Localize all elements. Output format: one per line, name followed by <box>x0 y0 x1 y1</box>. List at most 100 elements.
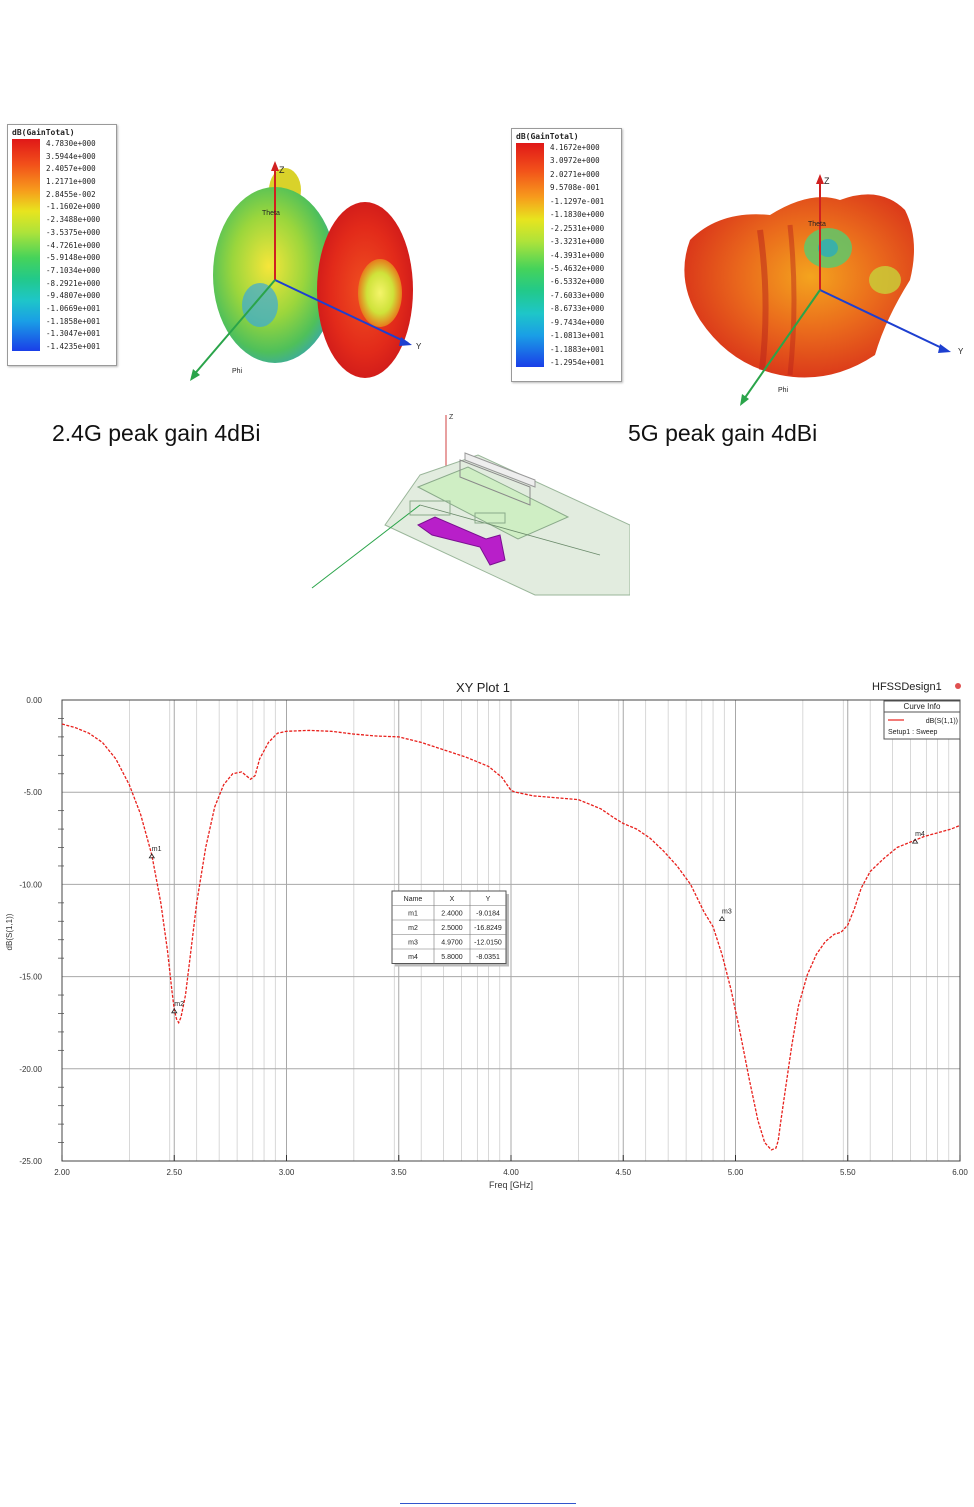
y-axis-label: dB(S(1,1)) <box>5 913 14 950</box>
chart-legend: Curve Info dB(S(1,1)) Setup1 : Sweep <box>883 700 961 740</box>
pattern-5g-legend-value: -6.5332e+000 <box>550 277 605 287</box>
legend-5g-colorbar <box>516 143 544 367</box>
y-tick-label: 0.00 <box>26 696 42 705</box>
pattern-5g-legend-value: 3.0972e+000 <box>550 156 600 166</box>
marker-table-cell: 5.8000 <box>441 954 463 961</box>
pattern-2g4-legend-value: -3.5375e+000 <box>46 227 101 237</box>
pattern-5g-legend-value: -1.1830e+000 <box>550 210 605 220</box>
marker-table-cell: m1 <box>408 911 418 918</box>
pattern-5g-legend-value: -5.4632e+000 <box>550 263 605 273</box>
legend-5g: dB(GainTotal) 4.1672e+000 3.0972e+000 2.02… <box>511 128 622 382</box>
legend-5g-values: 4.1672e+000 3.0972e+000 2.0271e+000 9.5708e… <box>550 143 604 367</box>
marker-table-cell: m2 <box>408 925 418 932</box>
y-tick-label: -20.00 <box>19 1065 42 1074</box>
legend-2g4: dB(GainTotal) 4.7830e+000 3.5944e+000 2.40… <box>7 124 117 366</box>
curve-marker-label: m3 <box>722 909 732 916</box>
radiation-pattern-5g: Z Theta Y Phi <box>684 174 964 406</box>
curve-marker-m1 <box>148 853 156 859</box>
y-tick-label: -10.00 <box>19 880 42 889</box>
marker-table-cell: 4.9700 <box>441 940 463 947</box>
trace-s11 <box>61 723 961 1151</box>
footer-underline <box>400 1503 576 1504</box>
pattern-2g4-legend-value: -7.1034e+000 <box>46 265 101 275</box>
marker-table-cell: -16.8249 <box>474 925 502 932</box>
pattern-2g4-legend-value: -5.9148e+000 <box>46 253 101 263</box>
curve-marker-m2 <box>171 1008 178 1014</box>
pattern-2g4-legend-value: -1.4235e+001 <box>46 342 101 351</box>
x-axis-label: Freq [GHz] <box>489 1180 533 1190</box>
pattern-5g-axis-y: Y <box>958 347 964 356</box>
design-name: HFSSDesign1 <box>872 681 942 693</box>
marker-table: Name X Ym1 2.4000 -9.0184 m2 2.5000 -16.8249 m3 4… <box>391 890 509 967</box>
marker-table-cell: m4 <box>408 954 418 961</box>
pattern-5g-legend-value: -2.2531e+000 <box>550 223 605 233</box>
xy-plot-s11: XY Plot 1 HFSSDesign1 2.00 2.50 3.00 3.50 4.… <box>5 680 968 1190</box>
legend-5g-title: dB(GainTotal) <box>516 132 579 141</box>
legend-entry-line1: dB(S(1,1)) <box>926 718 958 725</box>
marker-table-header: Y <box>486 896 491 903</box>
pattern-2g4-legend-value: 2.4057e+000 <box>46 164 96 174</box>
pattern-2g4-legend-value: 2.8455e-002 <box>46 189 96 199</box>
caption-2g4: 2.4G peak gain 4dBi <box>52 420 261 446</box>
pattern-5g-legend-value: 9.5708e-001 <box>550 183 600 193</box>
marker-table-cell: -9.0184 <box>476 911 500 918</box>
model-board <box>416 466 570 540</box>
y-tick-label: -5.00 <box>24 788 43 797</box>
pattern-2g4-legend-value: 1.2171e+000 <box>46 177 96 187</box>
curve-marker-m4 <box>911 838 919 844</box>
x-tick-label: 5.00 <box>728 1168 744 1177</box>
marker-table-frame <box>391 890 507 964</box>
pattern-2g4-legend-value: -4.7261e+000 <box>46 240 101 250</box>
pattern-5g-legend-value: 2.0271e+000 <box>550 169 600 179</box>
x-tick-label: 4.50 <box>615 1168 631 1177</box>
legend-2g4-values: 4.7830e+000 3.5944e+000 2.4057e+000 1.2171e… <box>46 139 100 351</box>
marker-table-header: X <box>450 896 455 903</box>
pattern-2g4-legend-value: -1.3047e+001 <box>46 329 101 339</box>
antenna-model-view: Z <box>311 414 630 596</box>
pattern-5g-legend-value: -1.0813e+001 <box>550 331 605 341</box>
legend-header: Curve Info <box>904 702 941 711</box>
design-status-dot <box>955 683 961 689</box>
plot-grid <box>61 699 961 1162</box>
pattern-5g-axis-theta: Theta <box>808 221 826 228</box>
legend-2g4-title: dB(GainTotal) <box>12 128 75 137</box>
y-tick-label: -15.00 <box>19 973 42 982</box>
x-tick-label: 2.00 <box>54 1168 70 1177</box>
pattern-2g4-legend-value: -1.1602e+000 <box>46 202 101 212</box>
curve-marker-m3 <box>718 915 726 921</box>
pattern-5g-legend-value: -8.6733e+000 <box>550 304 605 314</box>
pattern-5g-axis-phi: Phi <box>778 387 789 394</box>
pattern-5g-legend-value: -4.3931e+000 <box>550 250 605 260</box>
pattern-2g4-legend-value: -8.2921e+000 <box>46 278 101 288</box>
pattern-2g4-axis-theta: Theta <box>262 210 280 217</box>
x-tick-label: 2.50 <box>166 1168 182 1177</box>
pattern-5g-legend-value: -9.7434e+000 <box>550 317 605 327</box>
x-tick-label: 4.00 <box>503 1168 519 1177</box>
marker-table-cell: -12.0150 <box>474 940 502 947</box>
curve-marker-label: m4 <box>915 831 925 838</box>
x-tick-label: 3.00 <box>279 1168 295 1177</box>
pattern-5g-axis-z: Z <box>824 176 830 186</box>
marker-table-cell: 2.4000 <box>441 911 463 918</box>
pattern-2g4-legend-value: -9.4807e+000 <box>46 291 101 301</box>
pattern-5g-legend-value: -1.1883e+001 <box>550 344 605 354</box>
marker-table-header: Name <box>404 896 423 903</box>
pattern-2g4-legend-value: 4.7830e+000 <box>46 139 96 148</box>
x-tick-label: 5.50 <box>840 1168 856 1177</box>
pattern-5g-blob <box>684 194 914 378</box>
pattern-5g-legend-value: -3.3231e+000 <box>550 237 605 247</box>
pattern-2g4-legend-value: -2.3488e+000 <box>46 215 101 225</box>
x-tick-label: 3.50 <box>391 1168 407 1177</box>
pattern-2g4-axis-y: Y <box>416 342 422 351</box>
x-tick-label: 6.00 <box>952 1168 968 1177</box>
pattern-5g-legend-value: -1.1297e-001 <box>550 196 605 206</box>
chart-title: XY Plot 1 <box>456 680 510 695</box>
curve-marker-label: m2 <box>174 1001 184 1008</box>
caption-5g: 5G peak gain 4dBi <box>628 420 818 446</box>
pattern-2g4-legend-value: -1.1858e+001 <box>46 316 101 326</box>
pattern-2g4-axis-phi: Phi <box>232 368 243 375</box>
marker-table-cell: m3 <box>408 940 418 947</box>
legend-entry-line2: Setup1 : Sweep <box>888 729 938 736</box>
model-axis-z: Z <box>449 414 454 421</box>
curve-marker-label: m1 <box>152 846 162 853</box>
